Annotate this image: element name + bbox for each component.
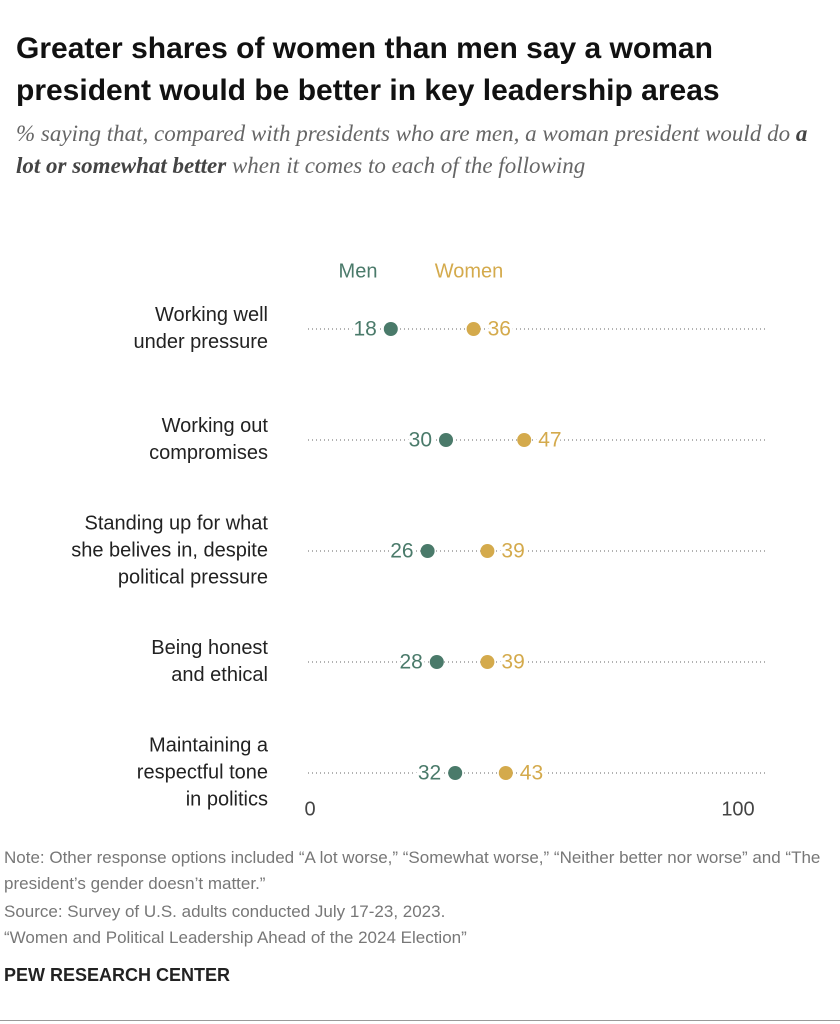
subtitle-text: when it comes to each of the following bbox=[226, 153, 586, 178]
report-title: “Women and Political Leadership Ahead of… bbox=[4, 928, 467, 947]
value-label: 39 bbox=[501, 540, 524, 563]
subtitle-text: % saying that, compared with presidents … bbox=[16, 121, 796, 146]
dot bbox=[383, 322, 398, 336]
value-label: 43 bbox=[520, 762, 543, 785]
category-label: Working well bbox=[155, 304, 268, 326]
chart-subtitle: % saying that, compared with presidents … bbox=[16, 118, 826, 182]
brand: PEW RESEARCH CENTER bbox=[4, 965, 231, 985]
value-label: 26 bbox=[390, 540, 413, 563]
source: Source: Survey of U.S. adults conducted … bbox=[4, 902, 446, 921]
legend-label: Women bbox=[435, 260, 504, 282]
value-label: 36 bbox=[488, 318, 511, 341]
category-label: Standing up for what bbox=[85, 512, 269, 534]
category-label: Working out bbox=[162, 415, 269, 437]
category-label: political pressure bbox=[118, 566, 268, 588]
chart-title: Greater shares of women than men say a w… bbox=[16, 32, 720, 107]
category-label: Being honest bbox=[151, 637, 268, 659]
value-label: 18 bbox=[353, 318, 376, 341]
category-label: Maintaining a bbox=[149, 734, 269, 756]
dot bbox=[420, 544, 435, 558]
subtitle-emphasis: a lot or somewhat better bbox=[16, 121, 808, 178]
dot bbox=[517, 433, 532, 447]
category-label: under pressure bbox=[133, 331, 268, 353]
legend-label: Men bbox=[339, 260, 378, 282]
value-label: 47 bbox=[538, 429, 561, 452]
value-label: 28 bbox=[399, 651, 422, 674]
dot bbox=[429, 655, 444, 669]
category-label: in politics bbox=[186, 788, 268, 810]
dot bbox=[466, 322, 481, 336]
category-label: she belives in, despite bbox=[71, 539, 268, 561]
category-label: respectful tone bbox=[137, 761, 268, 783]
dot bbox=[498, 766, 513, 780]
x-tick-label: 0 bbox=[304, 798, 315, 820]
bottom-rule bbox=[0, 1020, 840, 1021]
value-label: 32 bbox=[418, 762, 441, 785]
value-label: 30 bbox=[409, 429, 432, 452]
note: Note: Other response options included “A… bbox=[4, 848, 821, 893]
category-label: and ethical bbox=[171, 664, 268, 686]
dot bbox=[480, 655, 495, 669]
category-label: compromises bbox=[149, 442, 268, 464]
dot bbox=[439, 433, 453, 447]
value-label: 39 bbox=[501, 651, 524, 674]
dot bbox=[448, 766, 463, 780]
x-tick-label: 100 bbox=[721, 798, 754, 820]
dot bbox=[480, 544, 495, 558]
